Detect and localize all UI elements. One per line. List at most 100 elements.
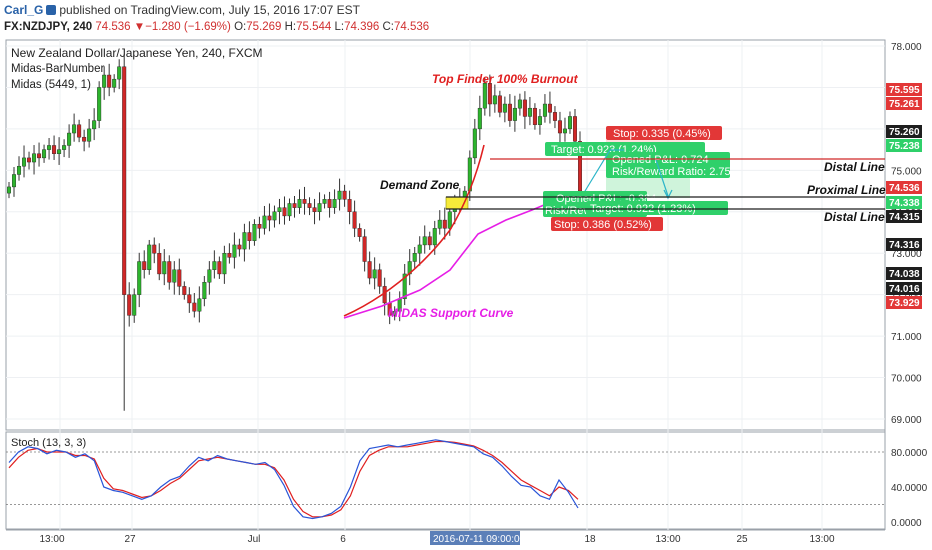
candle-body [537, 116, 542, 125]
candle-body [167, 261, 172, 283]
last-price: 74.536 [95, 21, 131, 33]
candle-body [227, 253, 232, 258]
price-label: 74.315 [889, 212, 920, 223]
candle-body [472, 128, 477, 159]
candle-body [252, 224, 257, 241]
candle-body [162, 261, 167, 275]
short-path-arrow [581, 149, 624, 197]
time-tick-label: 25 [736, 534, 748, 545]
candle-body [202, 282, 207, 300]
candle-body [287, 203, 292, 217]
price-label-box [886, 83, 922, 96]
candle-body [22, 157, 27, 167]
symbol-line: FX:NZDJPY, 240 74.536 ▼−1.280 (−1.69%) O… [4, 21, 429, 33]
candle-body [182, 286, 187, 295]
symbol-name: FX:NZDJPY, 240 [4, 21, 93, 33]
candle-body [492, 95, 497, 105]
candle-body [547, 103, 552, 113]
candle-body [522, 99, 527, 117]
candle-body [247, 232, 252, 241]
down-arrow-icon: ▼ [133, 21, 146, 33]
candle-body [132, 294, 137, 316]
arrow-head-icon [663, 189, 673, 200]
candle-body [332, 199, 337, 208]
midas-curve-label: MIDAS Support Curve [388, 306, 514, 320]
candle-body [142, 261, 147, 270]
candle-body [47, 145, 52, 150]
candle-body [107, 74, 112, 88]
candle-body [207, 269, 212, 283]
price-tick-label: 73.000 [891, 249, 922, 260]
candle-body [427, 236, 432, 246]
candle-body [177, 269, 182, 287]
candle-body [312, 207, 317, 212]
top-finder-curve [343, 144, 485, 317]
candle-body [347, 199, 352, 212]
candle-body [147, 244, 152, 271]
price-tick-label: 75.000 [891, 166, 922, 177]
price-label-box [886, 97, 922, 110]
candle-body [92, 120, 97, 130]
price-label-box [886, 296, 922, 309]
time-axis: 13:00 27 Jul 6 2016-07-11 09:00:00 18 13:00 25 1… [39, 531, 835, 545]
candle-body [507, 103, 512, 121]
candle-body [257, 224, 262, 229]
short-target-arrow [655, 159, 669, 197]
candle-body [552, 112, 557, 121]
candle-body [192, 302, 197, 312]
price-label: 75.261 [889, 99, 920, 110]
candle-body [57, 149, 62, 154]
candle-body [222, 253, 227, 275]
price-label: 74.536 [889, 183, 920, 194]
indicator-midas-barnumber[interactable]: Midas-BarNumber [11, 63, 104, 75]
candle-body [322, 199, 327, 204]
candle-body [122, 66, 127, 295]
price-label-box [886, 125, 922, 138]
candle-body [62, 145, 67, 150]
price-label: 74.016 [889, 284, 920, 295]
candle-body [377, 269, 382, 287]
candle-body [262, 215, 267, 229]
price-label: 75.238 [889, 141, 920, 152]
candle-body [197, 298, 202, 312]
stoch-tick-label: 0.0000 [891, 518, 922, 529]
price-tick-label: 70.000 [891, 374, 922, 385]
candle-body [307, 203, 312, 208]
long-stop-label-box[interactable] [551, 217, 663, 231]
distal-line-top-label: Distal Line [824, 160, 885, 174]
price-labels: 75.595 75.261 75.260 75.238 74.536 74.338 74.3… [886, 83, 922, 309]
long-target-label-box[interactable] [586, 201, 728, 215]
candle-body [137, 261, 142, 295]
candles [6, 54, 583, 411]
candle-body [17, 165, 22, 175]
publisher-line: Carl_G published on TradingView.com, July… [4, 3, 360, 17]
candle-body [567, 116, 572, 130]
candle-body [562, 128, 567, 134]
candle-body [32, 153, 37, 163]
long-stop-label: Stop: 0.386 (0.52%) [554, 219, 652, 231]
time-tick-label: 6 [340, 534, 346, 545]
candle-body [337, 190, 342, 200]
candle-body [502, 103, 507, 113]
candle-body [362, 236, 367, 262]
candle-body [412, 253, 417, 262]
candle-body [127, 294, 132, 316]
indicator-midas[interactable]: Midas (5449, 1) [11, 79, 91, 91]
stoch-d-line [8, 440, 579, 518]
candle-body [542, 103, 547, 117]
publisher-username[interactable]: Carl_G [4, 3, 44, 17]
candle-body [82, 136, 87, 142]
candle-body [267, 215, 272, 221]
candle-body [52, 145, 57, 154]
top-finder-label: Top Finder 100% Burnout [432, 72, 579, 86]
time-tick-label: Jul [248, 534, 261, 545]
candle-body [292, 203, 297, 208]
candle-body [77, 124, 82, 138]
candle-body [437, 219, 442, 229]
price-label: 74.338 [889, 198, 920, 209]
short-stop-label-box[interactable] [606, 126, 722, 140]
short-risk-reward: Risk/Reward Ratio: 2.75 [612, 166, 731, 178]
grid [6, 40, 885, 530]
stoch-title[interactable]: Stoch (13, 3, 3) [11, 437, 86, 449]
